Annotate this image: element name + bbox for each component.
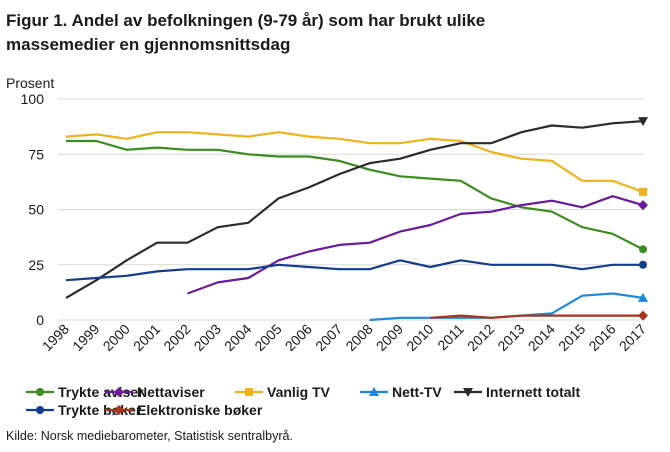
legend-item-trykte-aviser: Trykte aviser bbox=[26, 384, 144, 400]
y-tick-label: 0 bbox=[36, 312, 44, 328]
y-axis-ticks: 0 25 50 75 100 bbox=[21, 91, 45, 328]
series-line-nettaviser bbox=[187, 195, 644, 295]
series-line-elektroniske-boker bbox=[430, 314, 643, 319]
series-end-marker-nett-tv bbox=[638, 292, 648, 302]
legend-marker-internett-totalt bbox=[463, 388, 473, 397]
legend-label: Elektroniske bøker bbox=[137, 402, 263, 418]
y-tick-label: 75 bbox=[28, 146, 44, 162]
gridlines bbox=[58, 98, 645, 321]
x-tick-label: 2003 bbox=[191, 321, 224, 354]
x-tick-label: 2002 bbox=[160, 321, 193, 354]
x-tick-label: 2009 bbox=[373, 321, 406, 354]
series-line-trykte-boker bbox=[65, 259, 643, 282]
legend-item-internett-totalt: Internett totalt bbox=[454, 384, 580, 400]
legend-label: Vanlig TV bbox=[267, 384, 331, 400]
legend-item-nett-tv: Nett-TV bbox=[360, 384, 442, 400]
legend-item-trykte-boker: Trykte bøker bbox=[26, 402, 142, 418]
x-tick-label: 2014 bbox=[525, 321, 558, 354]
x-tick-label: 2015 bbox=[555, 321, 588, 354]
legend-item-vanlig-tv: Vanlig TV bbox=[235, 384, 331, 400]
x-tick-label: 2012 bbox=[464, 321, 497, 354]
series-end-marker-trykte-aviser bbox=[639, 245, 647, 254]
legend-label: Internett totalt bbox=[486, 384, 580, 400]
y-tick-label: 50 bbox=[28, 202, 44, 218]
legend-marker-vanlig-tv bbox=[245, 388, 253, 396]
x-tick-label: 2008 bbox=[342, 321, 375, 354]
x-tick-label: 2011 bbox=[434, 321, 467, 354]
series-end-marker-vanlig-tv bbox=[639, 187, 647, 196]
legend-label: Trykte bøker bbox=[58, 402, 142, 418]
series-trykte-aviser bbox=[66, 139, 647, 254]
legend-marker-trykte-boker bbox=[36, 406, 44, 414]
legend-item-elektroniske-boker: Elektroniske bøker bbox=[105, 402, 263, 418]
x-tick-label: 2000 bbox=[100, 321, 133, 354]
x-tick-label: 2001 bbox=[130, 321, 163, 354]
y-tick-label: 25 bbox=[28, 257, 44, 273]
legend-marker-nett-tv bbox=[369, 387, 379, 396]
source-note: Kilde: Norsk mediebarometer, Statistisk … bbox=[6, 429, 293, 443]
y-tick-label: 100 bbox=[21, 91, 45, 107]
legend-label: Nett-TV bbox=[392, 384, 442, 400]
x-tick-label: 2005 bbox=[251, 321, 284, 354]
series-elektroniske-boker bbox=[430, 310, 648, 321]
x-tick-label: 2013 bbox=[494, 321, 527, 354]
legend-label: Nettaviser bbox=[137, 384, 205, 400]
legend-marker-trykte-aviser bbox=[36, 388, 44, 396]
series-line-vanlig-tv bbox=[65, 131, 644, 193]
series-line-trykte-aviser bbox=[66, 139, 644, 251]
chart-title-line-1: Figur 1. Andel av befolkningen (9-79 år)… bbox=[6, 11, 485, 30]
series-end-marker-internett-totalt bbox=[638, 117, 648, 127]
x-tick-label: 2007 bbox=[312, 321, 345, 354]
legend-marker-nettaviser bbox=[114, 387, 124, 397]
series-end-marker-nettaviser bbox=[638, 200, 648, 211]
chart-title-line-2: massemedier en gjennomsnittsdag bbox=[6, 35, 290, 54]
y-axis-label: Prosent bbox=[6, 75, 54, 91]
x-tick-label: 2004 bbox=[221, 321, 254, 354]
x-tick-label: 2016 bbox=[585, 321, 618, 354]
series-line-internett-totalt bbox=[65, 120, 644, 299]
legend-item-nettaviser: Nettaviser bbox=[105, 384, 205, 400]
x-tick-label: 2017 bbox=[616, 321, 649, 354]
series-nettaviser bbox=[187, 195, 648, 295]
legend-marker-elektroniske-boker bbox=[114, 405, 124, 415]
legend-label: Trykte aviser bbox=[58, 384, 144, 400]
series-lines bbox=[65, 117, 648, 322]
series-end-marker-elektroniske-boker bbox=[638, 310, 648, 321]
x-tick-label: 2006 bbox=[282, 321, 315, 354]
series-end-marker-trykte-boker bbox=[639, 260, 647, 269]
x-tick-label: 2010 bbox=[403, 321, 436, 354]
x-axis-ticks: 1998199920002001200220032004200520062007… bbox=[39, 321, 649, 354]
x-tick-label: 1999 bbox=[69, 321, 102, 354]
series-vanlig-tv bbox=[65, 131, 647, 196]
series-internett-totalt bbox=[65, 117, 648, 299]
series-trykte-boker bbox=[65, 259, 647, 282]
